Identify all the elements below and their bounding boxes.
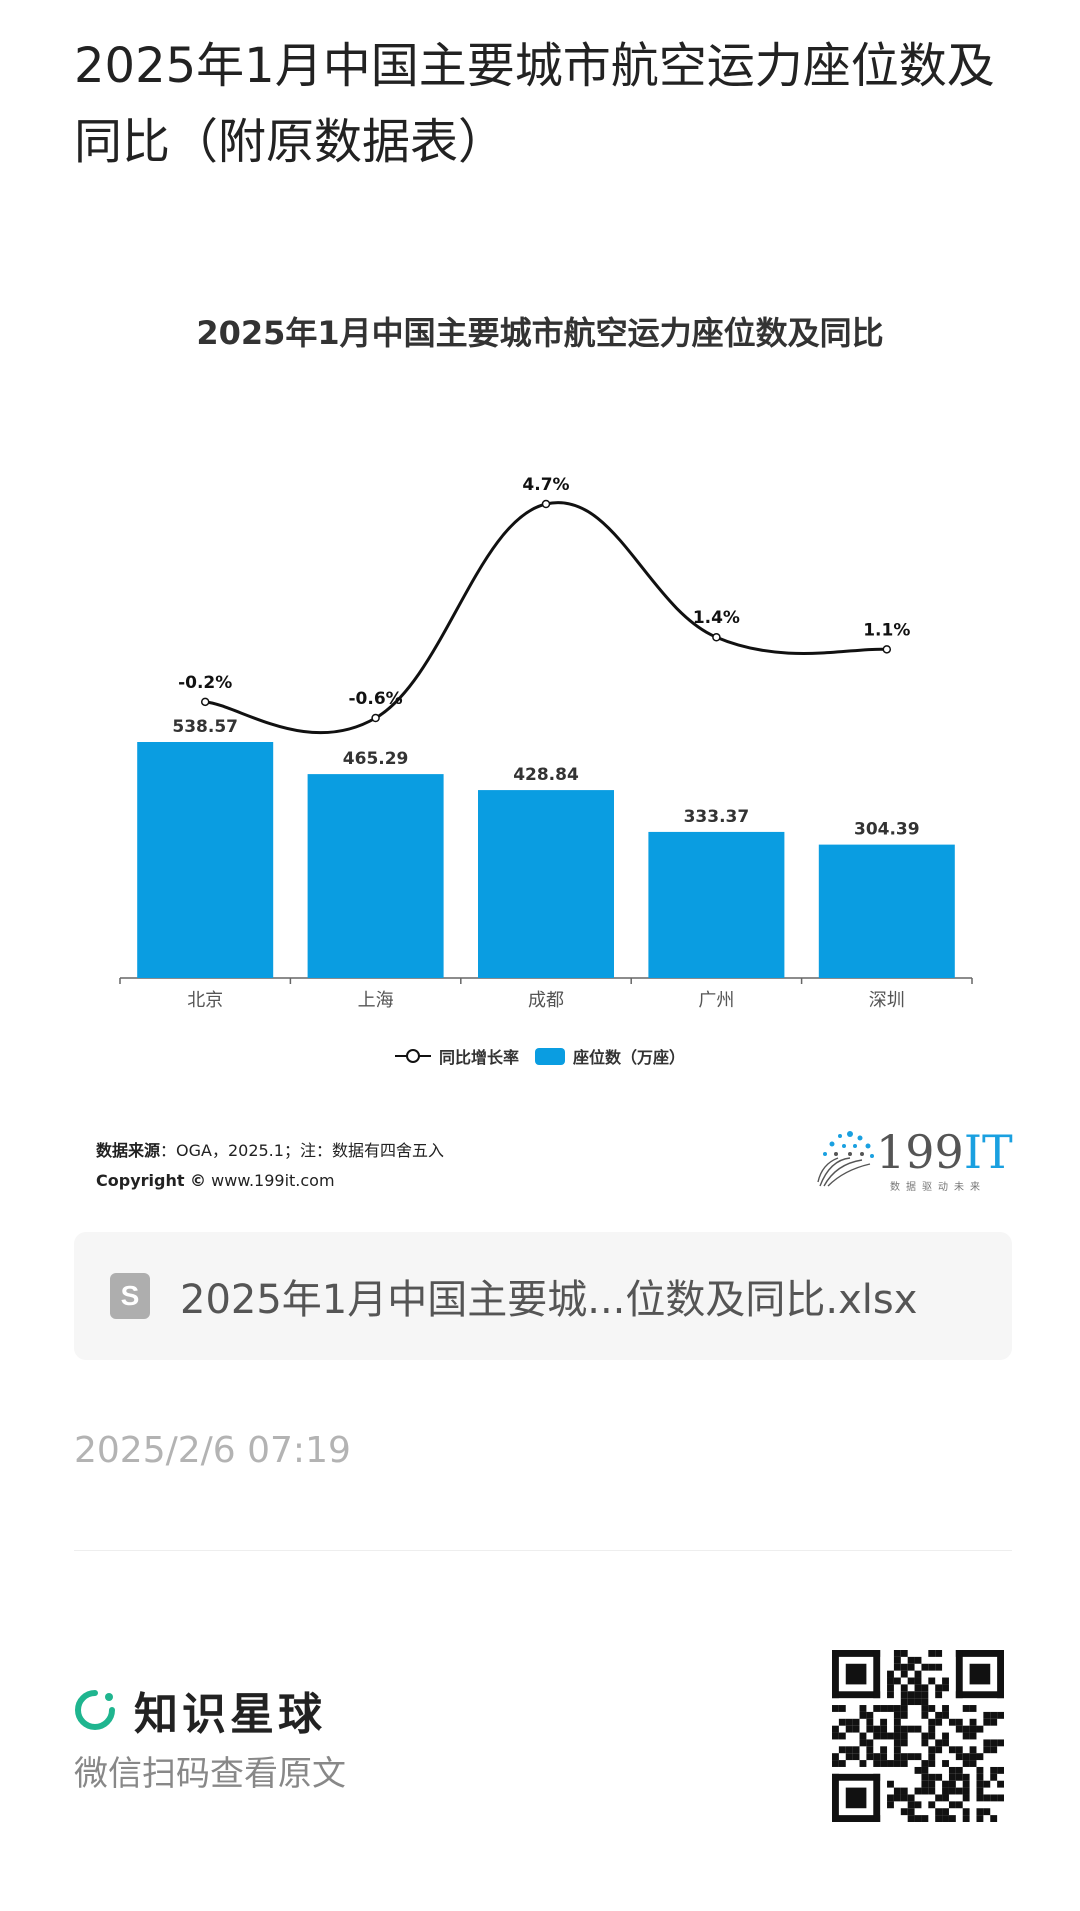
bar-上海 <box>307 774 444 978</box>
logo-tagline: 数据驱动未来 <box>890 1182 986 1193</box>
source-label: 数据来源 <box>96 1141 161 1160</box>
growth-value-label: 1.1% <box>863 620 910 640</box>
x-tick-label: 上海 <box>358 990 394 1011</box>
chart-legend: 同比增长率 座位数（万座） <box>0 1044 1080 1068</box>
logo-199it: 199IT 数据驱动未来 <box>810 1124 1013 1194</box>
bar-value-label: 538.57 <box>172 717 238 737</box>
source-line: 数据来源：OGA，2025.1；注：数据有四舍五入 <box>96 1136 444 1166</box>
file-icon-letter: S <box>120 1280 140 1311</box>
copyright-label: Copyright © <box>96 1171 207 1190</box>
growth-point <box>200 697 210 707</box>
logo-it: IT <box>963 1125 1013 1179</box>
source-text: ：OGA，2025.1；注：数据有四舍五入 <box>160 1141 444 1160</box>
legend-swatch-icon <box>535 1047 565 1065</box>
growth-rate-line <box>205 501 887 735</box>
post-title: 2025年1月中国主要城市航空运力座位数及同比（附原数据表） <box>74 38 995 170</box>
bar-成都 <box>478 790 614 978</box>
legend-label-growth: 同比增长率 <box>438 1048 519 1067</box>
logo-wordmark: 199IT <box>876 1124 1013 1180</box>
logo-number: 199 <box>876 1125 964 1179</box>
brand-logo: 知识星球 <box>74 1678 326 1742</box>
combo-chart: 538.57 北京 465.29 上海 428.84 成都 333.37 广州 304.39 深圳… <box>119 475 973 1011</box>
growth-value-label: -0.2% <box>178 673 232 693</box>
brand-name: 知识星球 <box>134 1689 326 1740</box>
growth-value-label: 4.7% <box>522 475 569 495</box>
legend-line-marker-icon <box>394 1049 431 1063</box>
copyright-url: www.199it.com <box>211 1171 335 1190</box>
bar-value-label: 333.37 <box>684 807 750 827</box>
legend-label-seats: 座位数（万座） <box>573 1048 686 1067</box>
source-note: 数据来源：OGA，2025.1；注：数据有四舍五入 Copyright © ww… <box>96 1136 444 1196</box>
brand-subtitle: 微信扫码查看原文 <box>74 1754 346 1794</box>
growth-point <box>371 713 380 723</box>
qr-code-icon[interactable] <box>832 1650 1004 1822</box>
growth-point <box>882 645 892 654</box>
post-timestamp: 2025/2/6 07:19 <box>74 1430 351 1471</box>
legend-item-seats: 座位数（万座） <box>535 1044 685 1068</box>
x-tick-label: 北京 <box>187 990 223 1011</box>
chart-title: 2025年1月中国主要城市航空运力座位数及同比 <box>196 314 884 352</box>
growth-value-label: 1.4% <box>693 608 740 628</box>
divider <box>74 1550 1012 1551</box>
x-tick-label: 成都 <box>528 990 564 1011</box>
bar-value-label: 465.29 <box>343 749 409 769</box>
x-tick-label: 深圳 <box>869 990 905 1011</box>
dandelion-icon <box>817 1131 874 1187</box>
attachment-filename[interactable]: 2025年1月中国主要城...位数及同比.xlsx <box>180 1277 918 1323</box>
bar-value-label: 304.39 <box>854 820 920 840</box>
growth-point <box>541 499 551 509</box>
growth-value-label: -0.6% <box>348 689 402 709</box>
legend-item-growth: 同比增长率 <box>394 1044 519 1068</box>
x-tick-label: 广州 <box>698 990 734 1011</box>
bar-北京 <box>137 742 274 978</box>
attachment-card[interactable]: S 2025年1月中国主要城...位数及同比.xlsx <box>74 1232 1012 1360</box>
bar-深圳 <box>818 844 955 978</box>
copyright-line: Copyright © www.199it.com <box>96 1166 444 1196</box>
bar-广州 <box>648 831 785 978</box>
planet-ring-icon <box>75 1690 115 1730</box>
growth-point <box>712 632 721 642</box>
spreadsheet-file-icon: S <box>110 1273 150 1319</box>
bar-value-label: 428.84 <box>513 765 579 785</box>
